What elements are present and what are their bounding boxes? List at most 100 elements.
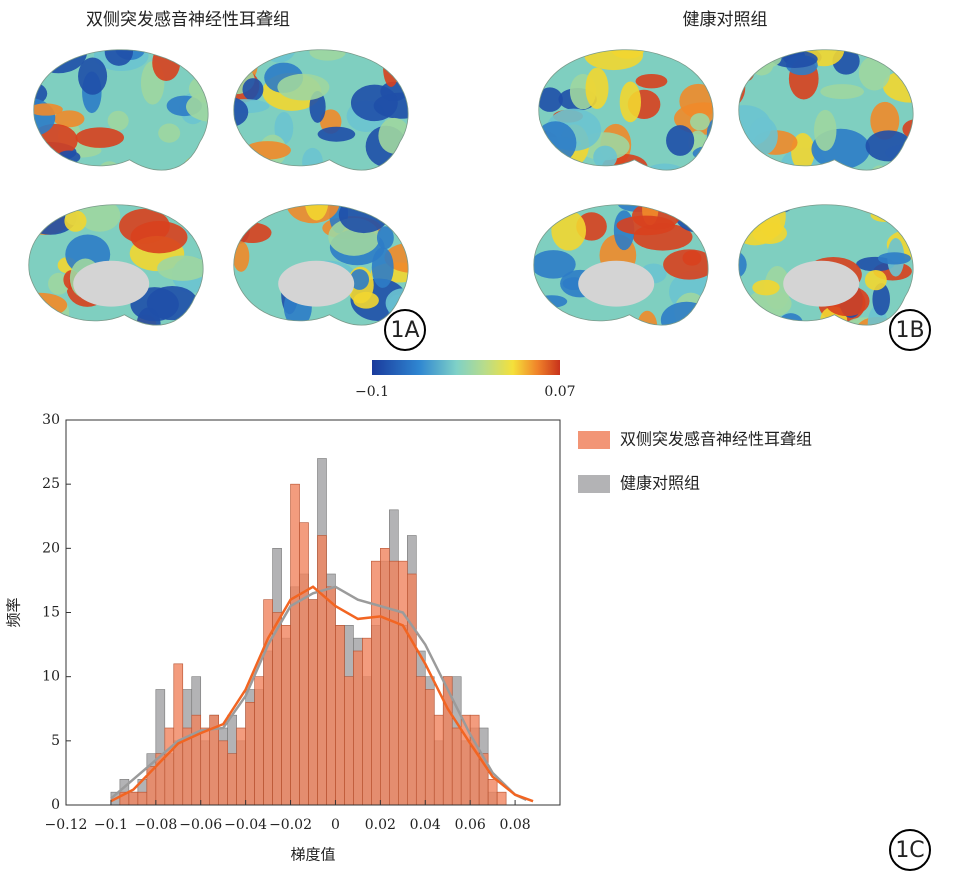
brain-patch [666, 125, 695, 156]
histogram-bar [353, 650, 363, 806]
brain-patch [376, 226, 394, 250]
brain-patch [902, 119, 914, 139]
brain-patch [186, 91, 209, 122]
brain-patch [660, 301, 709, 326]
brain-patch [233, 241, 250, 272]
y-tick-label: 0 [51, 797, 60, 813]
histogram-bar [137, 791, 148, 806]
colorbar [372, 360, 560, 375]
colorbar-label: −0.1 [355, 384, 389, 400]
brain-outline [538, 49, 714, 171]
brain-patch [64, 210, 87, 232]
histogram-bar [335, 625, 345, 806]
brain-patch [637, 310, 658, 326]
brain-surface [233, 49, 409, 171]
brain-patch [533, 250, 576, 279]
histogram-bar [281, 625, 291, 806]
brain-patch [285, 204, 340, 224]
brain-patch [675, 204, 709, 227]
histogram-bar [290, 483, 300, 806]
brain-patch [691, 204, 709, 216]
brain-patch [158, 123, 181, 143]
brain-patch [877, 252, 911, 265]
brain-patch [33, 103, 63, 116]
brain-patch [75, 127, 124, 148]
brain-patch [663, 249, 709, 280]
brain-patch [535, 295, 568, 308]
legend-label: 健康对照组 [620, 474, 700, 493]
brain-patch [739, 49, 782, 70]
brain-patch [56, 150, 81, 164]
histogram-bar [389, 560, 399, 806]
brain-patch [635, 73, 668, 89]
brain-patch [233, 222, 272, 244]
brain-patch [37, 312, 58, 326]
histogram-bar [424, 689, 435, 806]
brain-outline [28, 204, 204, 326]
histogram-bar [460, 714, 471, 806]
brain-outline [738, 49, 914, 171]
brain-patch [616, 215, 675, 236]
brain-patch [533, 204, 575, 209]
histogram-bar [398, 560, 408, 806]
brain-patch [872, 283, 891, 316]
legend-swatch [578, 431, 610, 449]
histogram-bar [496, 791, 507, 806]
brain-patch [78, 57, 108, 95]
brain-patch [233, 204, 257, 221]
brain-patch [752, 222, 787, 244]
brain-patch [233, 204, 260, 215]
brain-patch [739, 49, 757, 81]
histogram-bar [487, 779, 498, 806]
brain-patch [345, 49, 373, 55]
brain-patch [244, 141, 291, 160]
brain-outline [233, 204, 409, 326]
histogram-bar [380, 548, 390, 806]
panel-title: 健康对照组 [683, 10, 768, 30]
histogram-bar [326, 586, 336, 806]
brain-patch [302, 147, 323, 171]
brain-patch [389, 211, 409, 230]
histogram-bar [433, 714, 444, 806]
brain-patch [538, 49, 558, 66]
brain-patch [371, 247, 394, 288]
brain-wall [278, 260, 355, 307]
histogram-bar [227, 753, 237, 806]
brain-patch [261, 49, 297, 63]
brain-patch [157, 255, 204, 281]
panel-badge [384, 309, 426, 351]
brain-wall [783, 260, 860, 307]
brain-outline [533, 204, 709, 326]
x-tick-label: −0.02 [269, 817, 312, 833]
y-tick-label: 10 [42, 669, 60, 685]
brain-patch [260, 164, 303, 171]
brain-patch [53, 110, 85, 128]
brain-patch [692, 145, 714, 161]
brain-patch [378, 117, 409, 154]
brain-patch [738, 49, 748, 77]
brain-patch [389, 204, 409, 235]
brain-wall [578, 260, 655, 307]
x-tick-label: −0.1 [94, 817, 128, 833]
brain-patch [814, 109, 837, 151]
brain-outline [738, 204, 914, 326]
legend-label: 双侧突发感音神经性耳聋组 [620, 430, 812, 449]
density-curve [110, 585, 534, 803]
y-tick-label: 30 [42, 412, 60, 428]
brain-patch [778, 313, 804, 326]
histogram-bar [407, 573, 417, 806]
panel-label: 1B [895, 318, 924, 343]
histogram-bar [173, 663, 184, 806]
brain-patch [706, 117, 714, 151]
x-axis-label: 梯度值 [290, 846, 335, 864]
brain-surface [533, 204, 709, 326]
y-tick-label: 15 [42, 605, 60, 621]
brain-patch [34, 49, 78, 53]
x-tick-label: 0.08 [500, 817, 531, 833]
brain-patch [675, 204, 709, 233]
brain-patch [865, 130, 912, 162]
brain-surface [33, 49, 209, 171]
brain-patch [738, 204, 767, 220]
brain-patch [870, 101, 900, 140]
